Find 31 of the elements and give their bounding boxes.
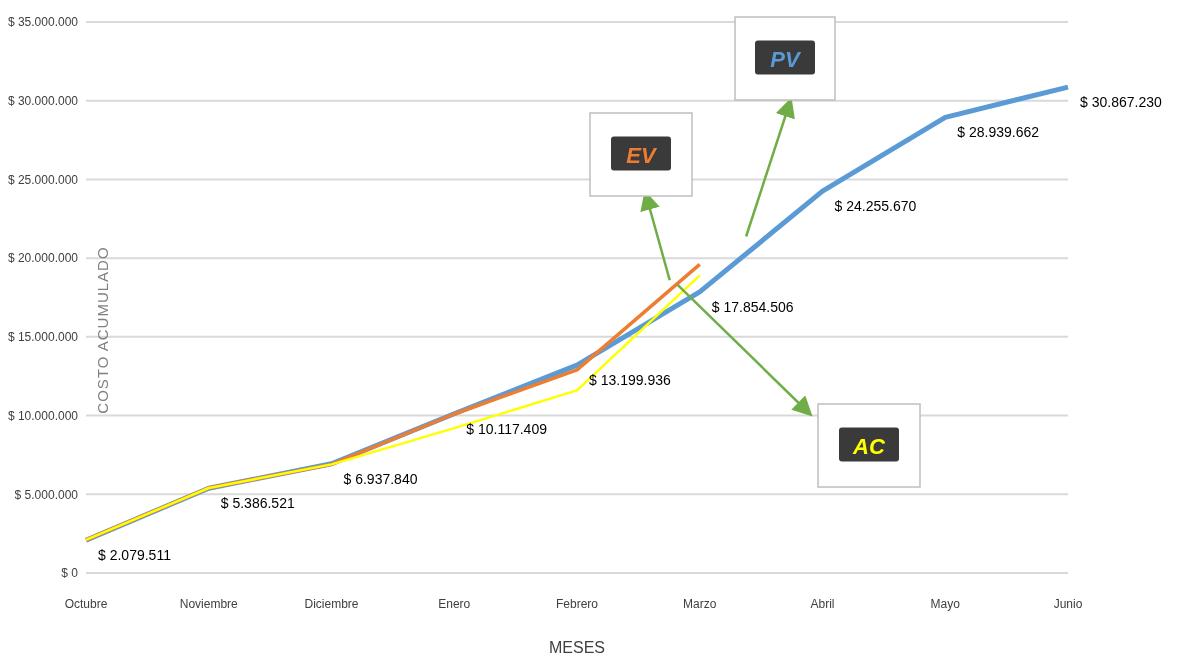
y-tick-label: $ 20.000.000 [7,251,79,266]
y-tick-label: $ 30.000.000 [7,93,79,108]
text: EV [626,142,658,168]
data-label: $ 5.386.521 [220,495,295,512]
x-tick-label: Octubre [64,596,108,611]
x-tick-label: Diciembre [304,596,359,611]
y-tick-label: $ 25.000.000 [7,172,79,187]
x-tick-label: Abril [810,596,835,611]
data-label: $ 28.939.662 [957,124,1040,141]
x-axis-title: MESES [548,639,606,656]
text: AC [852,433,886,459]
y-axis-title: COSTO ACUMULADO [94,246,111,414]
x-tick-label: Enero [438,596,471,611]
x-tick-label: Junio [1053,596,1083,611]
x-tick-label: Noviembre [179,596,239,611]
x-tick-label: Febrero [555,596,599,611]
text: PV [770,46,802,72]
y-tick-label: $ 35.000.000 [7,15,79,30]
x-tick-label: Mayo [930,596,961,611]
data-label: $ 24.255.670 [834,198,917,215]
x-tick-label: Marzo [683,596,717,611]
y-tick-label: $ 0 [61,566,79,581]
data-label: $ 10.117.409 [466,420,548,437]
data-label: $ 6.937.840 [343,470,418,487]
data-label: $ 30.867.230 [1080,94,1162,111]
y-tick-label: $ 10.000.000 [7,408,79,423]
data-label: $ 17.854.506 [711,298,794,315]
data-label: $ 2.079.511 [98,547,172,564]
y-tick-label: $ 15.000.000 [7,330,79,345]
y-tick-label: $ 5.000.000 [14,487,79,502]
data-label: $ 13.199.936 [589,372,671,389]
